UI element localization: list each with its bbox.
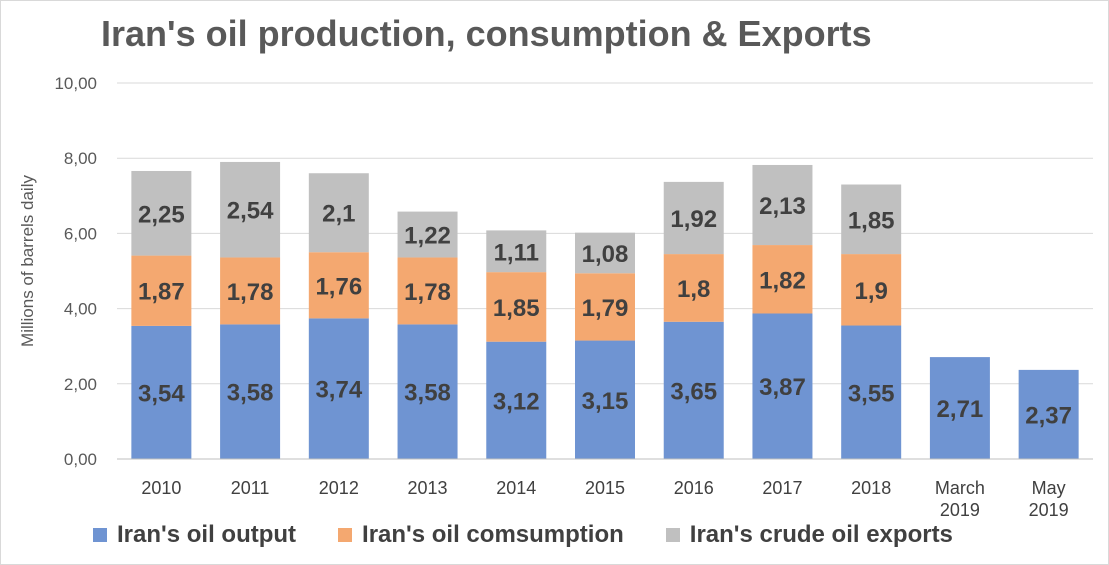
data-label: 1,85 <box>493 295 540 322</box>
data-label: 2,37 <box>1025 402 1072 429</box>
data-label: 3,58 <box>227 380 274 407</box>
x-tick-label: May 2019 <box>1029 478 1069 516</box>
y-tick-label: 4,00 <box>64 300 97 319</box>
bar-consumption <box>397 257 458 325</box>
legend-entry-output: Iran's oil output <box>93 521 296 549</box>
bar-consumption <box>131 255 192 326</box>
bar-consumption <box>841 254 902 326</box>
legend-swatch-consumption <box>338 528 353 542</box>
chart-plot: 0,00 2,00 4,00 6,00 8,00 10,00 Millions of bar… <box>18 74 1093 516</box>
x-tick-label: 2013 <box>408 478 448 498</box>
data-label: 3,65 <box>670 378 717 405</box>
data-label: 3,55 <box>848 380 895 407</box>
y-axis-label: Millions of barrels daily <box>18 175 37 347</box>
bar-output <box>1018 369 1079 459</box>
bar-exports <box>841 184 902 255</box>
legend-entry-exports: Iran's crude oil exports <box>665 521 953 549</box>
data-label: 1,85 <box>848 207 895 234</box>
bar-consumption <box>575 273 635 341</box>
y-tick-label: 6,00 <box>64 224 97 243</box>
data-label: 3,54 <box>138 380 185 407</box>
x-tick-label: 2011 <box>231 478 270 498</box>
bar-exports <box>131 170 192 256</box>
data-label: 2,25 <box>138 201 185 228</box>
data-label: 3,87 <box>759 374 806 401</box>
bar-output <box>131 325 192 459</box>
x-tick-label: 2010 <box>141 478 181 498</box>
x-tick-label: 2015 <box>585 478 625 498</box>
legend-swatch-output <box>93 528 107 542</box>
x-tick-label: 2018 <box>851 478 891 498</box>
bar-output <box>575 340 635 459</box>
data-label: 1,87 <box>138 279 185 306</box>
x-tick-label: 2014 <box>496 478 536 498</box>
bar-output <box>663 321 724 459</box>
chart-legend: Iran's oil output Iran's oil comsumption… <box>93 521 995 549</box>
data-label: 3,12 <box>493 388 540 415</box>
y-tick-label: 0,00 <box>64 450 97 469</box>
data-label: 2,1 <box>322 201 355 228</box>
bar-exports <box>397 211 458 258</box>
legend-entry-consumption: Iran's oil comsumption <box>338 521 624 549</box>
bar-output <box>308 318 369 459</box>
bar-consumption <box>220 257 281 325</box>
bar-consumption <box>752 245 813 314</box>
bar-output <box>486 341 547 459</box>
data-label: 2,71 <box>937 396 984 423</box>
data-label: 1,78 <box>404 279 451 306</box>
bar-output <box>841 325 902 459</box>
legend-label-output: Iran's oil output <box>117 521 297 548</box>
bar-exports <box>486 230 547 273</box>
data-label: 2,13 <box>759 193 806 220</box>
x-tick-label: 2012 <box>319 478 359 498</box>
y-tick-label: 10,00 <box>54 74 97 93</box>
bar-exports <box>220 161 281 258</box>
data-label: 1,9 <box>854 278 887 305</box>
legend-swatch-exports <box>665 528 680 542</box>
x-tick-label: 2016 <box>674 478 714 498</box>
y-tick-label: 8,00 <box>64 149 97 168</box>
bar-exports <box>308 173 369 253</box>
data-label: 3,15 <box>582 388 629 415</box>
legend-label-exports: Iran's crude oil exports <box>689 521 953 548</box>
bar-exports <box>575 232 635 274</box>
bar-exports <box>663 181 724 255</box>
data-label: 1,8 <box>677 276 710 303</box>
bar-exports <box>752 164 813 246</box>
y-tick-label: 2,00 <box>64 375 97 394</box>
legend-label-consumption: Iran's oil comsumption <box>362 521 624 548</box>
bar-consumption <box>308 252 369 319</box>
data-label: 1,08 <box>582 241 629 268</box>
data-label: 1,79 <box>582 295 629 322</box>
bar-output <box>220 324 281 459</box>
data-label: 1,22 <box>404 223 451 250</box>
x-tick-label: 2017 <box>762 478 802 498</box>
data-label: 1,92 <box>670 206 717 233</box>
data-label: 1,82 <box>759 267 806 294</box>
bar-consumption <box>486 272 547 342</box>
bar-consumption <box>663 254 724 322</box>
data-label: 3,74 <box>315 377 362 404</box>
x-tick-label: March 2019 <box>935 478 985 516</box>
chart-title: Iran's oil production, consumption & Exp… <box>101 13 872 54</box>
data-label: 1,78 <box>227 279 274 306</box>
bar-output <box>929 357 990 459</box>
data-label: 1,11 <box>494 239 539 266</box>
bar-output <box>752 313 813 459</box>
data-label: 2,54 <box>227 198 274 225</box>
data-label: 3,58 <box>404 380 451 407</box>
data-label: 1,76 <box>315 273 362 300</box>
bar-output <box>397 324 458 459</box>
